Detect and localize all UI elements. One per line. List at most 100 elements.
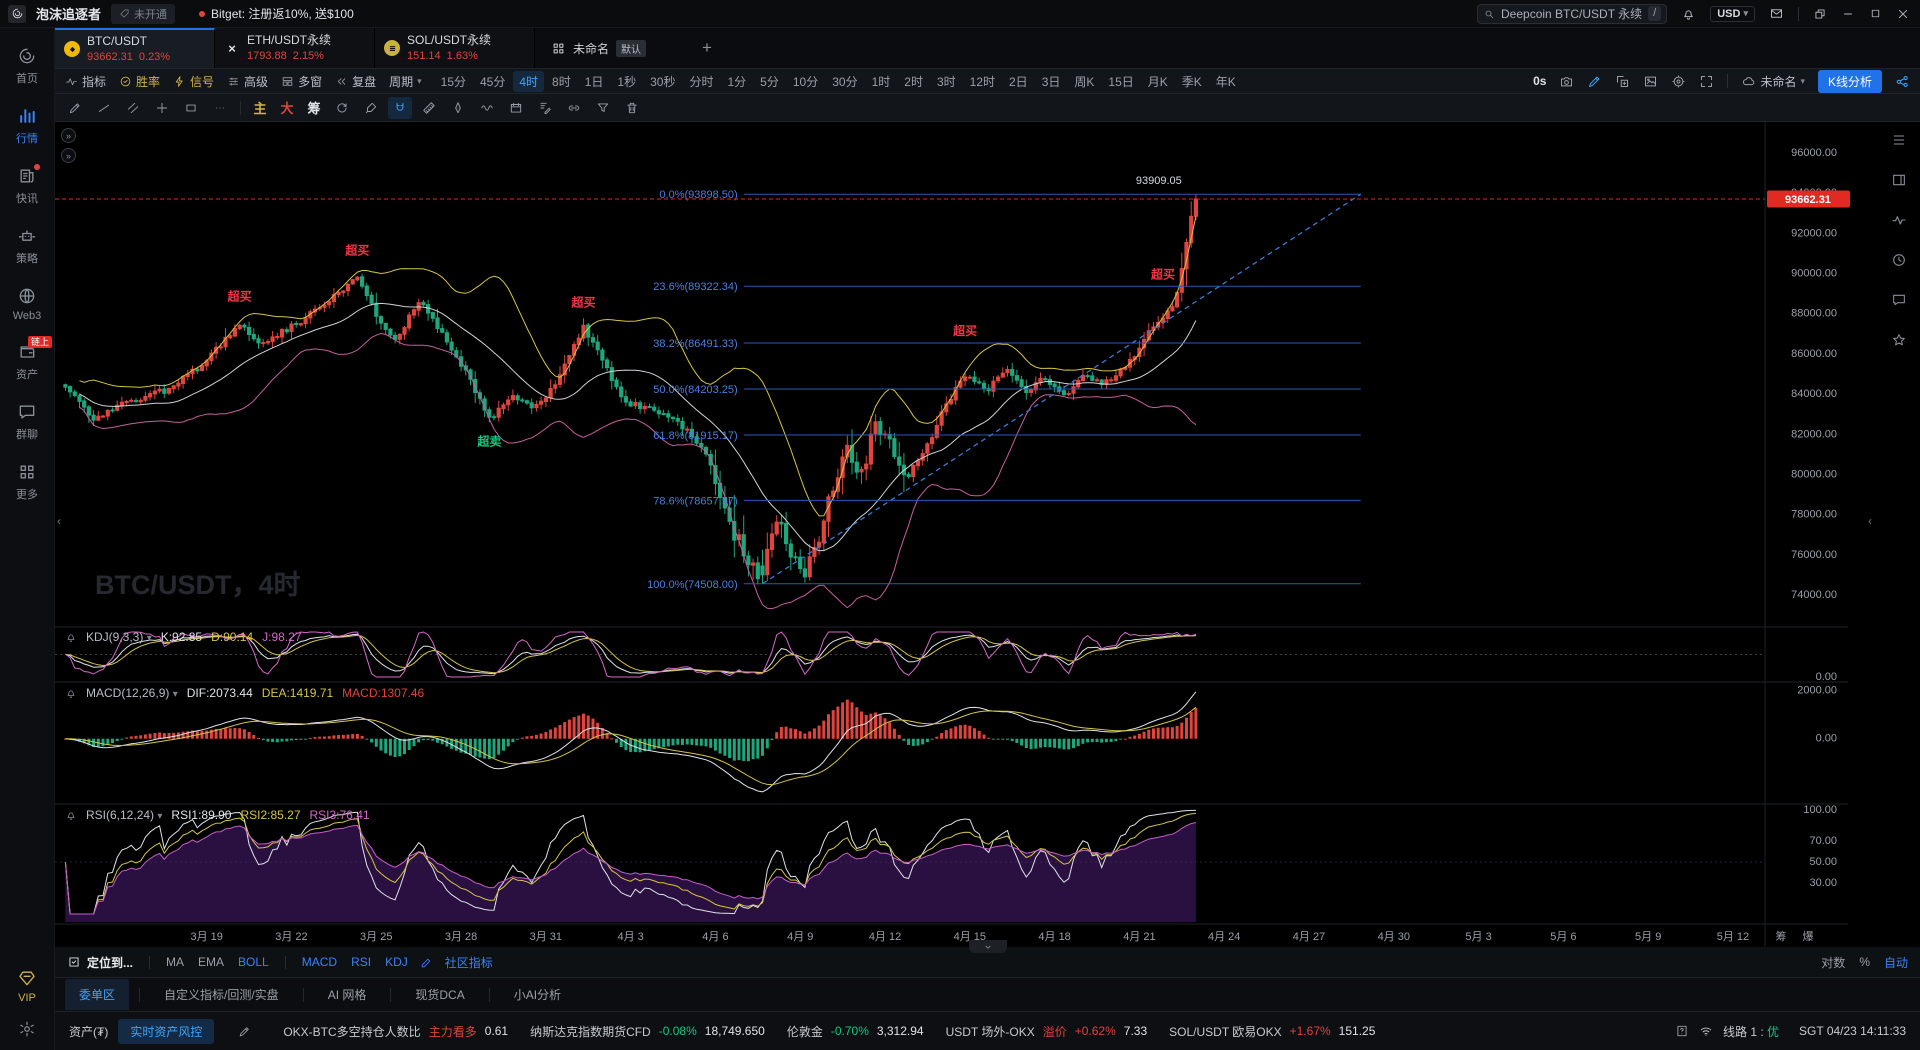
toolbar-button-高级[interactable]: 高级 [227,73,268,90]
notifications-bell-icon[interactable] [1681,6,1696,21]
symbol-tab-sol[interactable]: SOL/USDT永续 151.14 1.63% [375,28,535,68]
symbol-tab-eth[interactable]: × ETH/USDT永续 1793.88 2.15% [215,28,375,68]
calendar-tool-icon[interactable] [504,97,528,119]
toolbar-button-指标[interactable]: 指标 [65,73,106,90]
kline-analysis-button[interactable]: K线分析 [1817,69,1882,93]
toolbar-button-复盘[interactable]: 复盘 [335,73,376,90]
trend-lines-tool-icon[interactable] [92,97,116,119]
refresh-tool-icon[interactable] [330,97,354,119]
risk-monitor-button[interactable]: 实时资产风控 [118,1018,215,1044]
share-icon[interactable] [1895,74,1910,89]
wave-tool-icon[interactable] [475,97,499,119]
timeframe-10分[interactable]: 10分 [792,74,819,89]
right-panel-collapse-handle[interactable]: ‹ [1868,514,1872,528]
indicator-BOLL[interactable]: BOLL [238,955,269,969]
timeframe-12时[interactable]: 12时 [969,74,995,89]
timeframe-3时[interactable]: 3时 [936,74,956,89]
timeframe-年K[interactable]: 年K [1215,74,1236,89]
bottom-tab-小AI分析[interactable]: 小AI分析 [513,988,562,1002]
timeframe-分时[interactable]: 分时 [689,74,714,89]
currency-selector[interactable]: USD ▾ [1710,5,1755,22]
edit-icon[interactable] [238,1025,251,1038]
right-strip-star-icon[interactable] [1891,332,1907,348]
pencil-tool-icon[interactable] [63,97,87,119]
sidebar-item-home[interactable]: 首页 [0,36,54,96]
toolbar-button-信号[interactable]: 信号 [173,73,214,90]
indicator-MA[interactable]: MA [166,955,185,969]
timeframe-30秒[interactable]: 30秒 [650,74,676,89]
chart-back-button[interactable]: » [61,128,76,143]
magnet-tool-icon[interactable] [388,96,412,119]
liquidation-button[interactable]: 爆 [1803,929,1814,943]
toolbar-button-周期[interactable]: 周期 ▾ [389,74,422,89]
image-icon[interactable] [1643,74,1658,89]
ruler-tool-icon[interactable] [417,97,441,119]
brush-tool-icon[interactable] [359,97,383,119]
account-status-badge[interactable]: 未开通 [111,3,176,24]
layout-tab[interactable]: 未命名 默认 [535,28,662,68]
pencil-icon[interactable] [1587,74,1602,89]
timeframe-月K[interactable]: 月K [1147,74,1168,89]
rectangle-tool-icon[interactable] [179,97,203,119]
timeframe-2日[interactable]: 2日 [1009,74,1028,89]
maximize-button[interactable] [1869,7,1882,20]
camera-icon[interactable] [1559,74,1574,89]
replay-timer[interactable]: 0s [1533,74,1547,88]
settings-gear-icon[interactable] [0,1014,54,1044]
target-icon[interactable] [1671,74,1686,89]
sidebar-item-vip[interactable]: VIP [0,958,54,1014]
symbol-tab-btc[interactable]: BTC/USDT 93662.31 0.23% [55,28,215,68]
right-strip-clock-icon[interactable] [1891,252,1907,268]
indicator-RSI[interactable]: RSI [351,955,372,969]
bottom-tab-现货DCA[interactable]: 现货DCA [415,988,465,1002]
sidebar-item-strategy[interactable]: 策略 [0,216,54,276]
sidebar-item-more[interactable]: 更多 [0,452,54,512]
add-tab-button[interactable]: + [702,38,712,57]
toolbar-button-多窗[interactable]: 多窗 [281,73,322,90]
community-indicators-link[interactable]: 社区指标 [444,955,493,970]
scale-对数[interactable]: 对数 [1821,955,1846,970]
indicator-EMA[interactable]: EMA [198,955,225,969]
bottom-tab-委单区[interactable]: 委单区 [65,979,130,1010]
right-strip-panel-icon[interactable] [1891,172,1907,188]
indicator-MACD[interactable]: MACD [301,955,338,969]
timeframe-周K[interactable]: 周K [1074,74,1095,89]
timeframe-45分[interactable]: 45分 [480,74,506,89]
note-tool-icon[interactable] [533,97,557,119]
minimize-button[interactable] [1841,7,1855,21]
sidebar-item-web3[interactable]: Web3 [0,276,54,332]
link-tool-icon[interactable] [562,97,586,119]
timeframe-5分[interactable]: 5分 [760,74,779,89]
timeframe-1秒[interactable]: 1秒 [617,74,637,89]
search-input[interactable]: Deepcoin BTC/USDT 永续 / [1477,3,1668,24]
parallel-lines-tool-icon[interactable] [121,97,145,119]
timeframe-15分[interactable]: 15分 [440,74,466,89]
locate-button[interactable]: 定位到... [67,954,133,971]
right-strip-pulse-icon[interactable] [1891,212,1907,228]
fib-retracement[interactable]: 0.0%(93898.50) 23.6%(89322.34) 38.2%(86491… [647,189,1361,591]
filter-tool-icon[interactable] [591,97,615,119]
draw-text-button-大[interactable]: 大 [280,101,294,116]
chart-area[interactable]: BTC/USDT，4时 0.0%(93898.50) 23.6%(89322.34)… [55,122,1920,947]
timeframe-1时[interactable]: 1时 [871,74,891,89]
sidebar-item-news[interactable]: 快讯 [0,156,54,216]
indicator-KDJ[interactable]: KDJ [385,955,408,969]
more-dots-tool-icon[interactable] [208,97,232,119]
bottom-tab-AI 网格[interactable]: AI 网格 [327,988,367,1002]
sidebar-item-assets[interactable]: 链上 资产 [0,332,54,392]
scale-自动[interactable]: 自动 [1883,955,1908,970]
pen-tool-icon[interactable] [446,97,470,119]
toolbar-button-胜率[interactable]: 胜率 [119,73,160,90]
right-strip-list-icon[interactable] [1891,132,1907,148]
pin-window-icon[interactable] [1813,7,1827,21]
timeframe-8时[interactable]: 8时 [552,74,571,89]
scale-%[interactable]: % [1859,955,1870,969]
panel-collapse-handle[interactable] [968,940,1007,953]
draw-text-button-主[interactable]: 主 [253,101,267,116]
timeframe-4时[interactable]: 4时 [513,70,545,92]
left-panel-collapse-handle[interactable]: ‹ [57,514,61,528]
mail-icon[interactable] [1769,6,1784,21]
draw-text-button-筹[interactable]: 筹 [307,101,321,116]
help-icon[interactable] [1675,1024,1689,1038]
bottom-tab-自定义指标/回测/实盘[interactable]: 自定义指标/回测/实盘 [164,988,279,1002]
